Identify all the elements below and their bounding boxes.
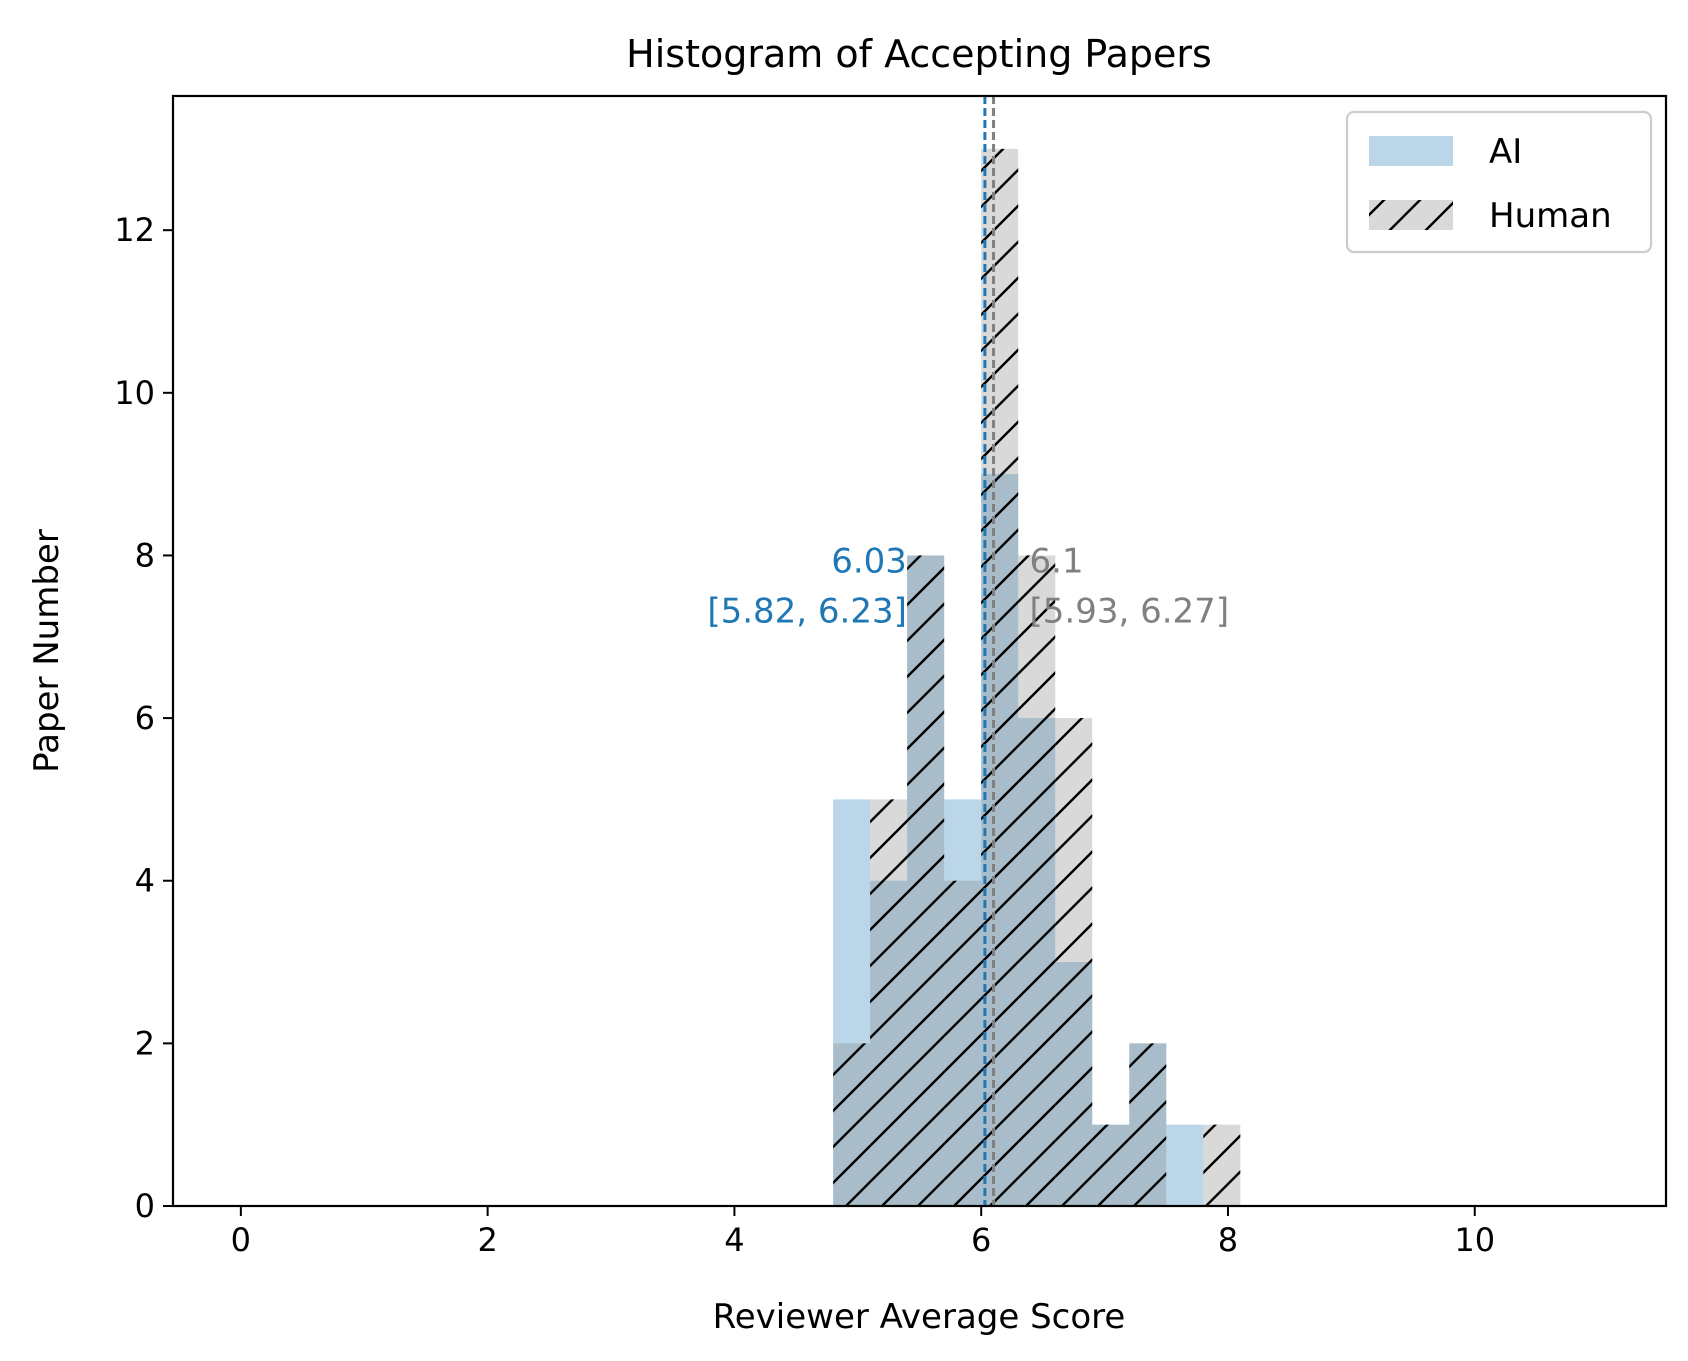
legend: AI Human (1345, 110, 1653, 254)
bar-human-hatch-0 (833, 1043, 871, 1206)
y-axis-label: Paper Number (27, 529, 67, 773)
x-tick-label-10: 10 (1454, 1221, 1495, 1259)
chart-title: Histogram of Accepting Papers (626, 32, 1212, 76)
ci-label-ai: [5.82, 6.23] (707, 591, 907, 631)
bar-human-hatch-4 (981, 148, 1019, 1206)
x-axis-label: Reviewer Average Score (713, 1297, 1126, 1337)
plot-area-frame (171, 94, 1668, 1208)
x-tick-label-8: 8 (1218, 1221, 1238, 1259)
bar-human-hatch-6 (1055, 718, 1093, 1206)
bar-human-hatch-5 (1018, 555, 1056, 1206)
y-tick-label-2: 2 (135, 1024, 155, 1062)
bars-layer (833, 148, 1241, 1206)
bar-ai-9 (1166, 1124, 1204, 1206)
y-tick-label-0: 0 (135, 1187, 155, 1225)
y-axis: 0 2 4 6 8 10 12 (114, 211, 173, 1225)
bar-human-hatch-2 (907, 555, 945, 1206)
x-tick-label-2: 2 (477, 1221, 497, 1259)
y-tick-label-8: 8 (135, 536, 155, 574)
bar-human-hatch-1 (870, 799, 908, 1206)
x-tick-label-4: 4 (724, 1221, 744, 1259)
x-axis: 0 2 4 6 8 10 (231, 1206, 1495, 1259)
x-tick-label-6: 6 (971, 1221, 991, 1259)
legend-label-ai: AI (1489, 132, 1522, 172)
y-tick-label-4: 4 (135, 862, 155, 900)
legend-label-human: Human (1489, 196, 1612, 236)
mean-lines-layer (983, 96, 996, 1206)
bar-human-hatch-8 (1129, 1043, 1167, 1206)
bar-human-hatch-3 (944, 880, 982, 1206)
y-tick-label-6: 6 (135, 699, 155, 737)
y-tick-label-12: 12 (114, 211, 155, 249)
legend-swatch-human-hatch (1369, 200, 1453, 230)
mean-value-label-human: 6.1 (1030, 541, 1084, 581)
mean-value-label-ai: 6.03 (831, 541, 907, 581)
x-tick-label-0: 0 (231, 1221, 251, 1259)
annotations-layer: 6.03 [5.82, 6.23] 6.1 [5.93, 6.27] (707, 541, 1229, 631)
bar-human-hatch-10 (1203, 1124, 1241, 1206)
ci-label-human: [5.93, 6.27] (1030, 591, 1230, 631)
y-tick-label-10: 10 (114, 374, 155, 412)
legend-swatch-ai (1369, 136, 1453, 166)
bar-human-hatch-7 (1092, 1124, 1130, 1206)
